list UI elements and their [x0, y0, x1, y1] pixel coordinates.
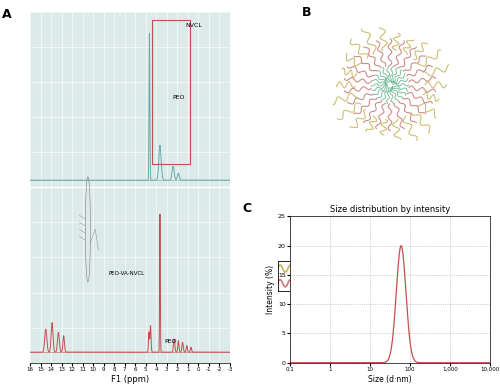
Text: PEO-VA-NVCL: PEO-VA-NVCL: [109, 271, 145, 276]
X-axis label: F1 (ppm): F1 (ppm): [111, 375, 149, 384]
Title: Size distribution by intensity: Size distribution by intensity: [330, 205, 450, 214]
Text: C: C: [242, 202, 251, 215]
Y-axis label: Intensity (%): Intensity (%): [266, 265, 275, 314]
Bar: [152, 21, 190, 165]
Text: PEO: PEO: [164, 339, 177, 344]
Text: NVCL: NVCL: [186, 23, 202, 28]
Text: PEO: PEO: [310, 266, 324, 271]
Text: B: B: [302, 6, 312, 19]
Text: PEO: PEO: [172, 96, 184, 101]
Text: A: A: [2, 8, 12, 21]
X-axis label: Size (d·nm): Size (d·nm): [368, 375, 412, 384]
Text: NVCL: NVCL: [310, 280, 330, 286]
Text: VA: VA: [414, 266, 424, 271]
